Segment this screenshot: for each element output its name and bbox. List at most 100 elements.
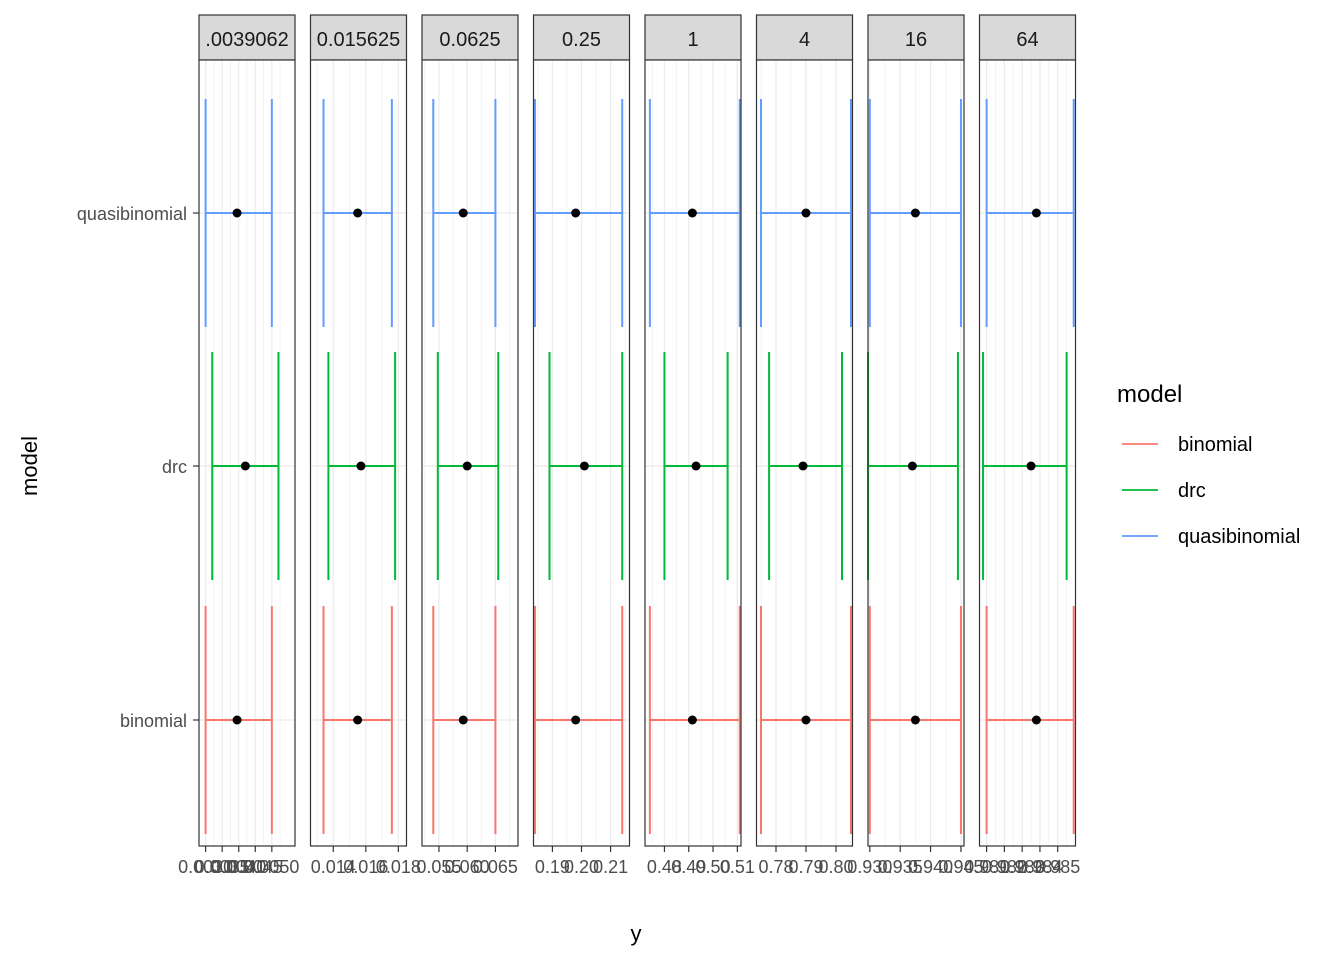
panel-background xyxy=(979,60,1076,846)
estimate-point xyxy=(801,715,811,725)
estimate-point xyxy=(798,461,808,471)
estimate-point xyxy=(907,461,917,471)
x-tick-label: 0.78 xyxy=(758,857,793,877)
x-tick-label: 0.0030 xyxy=(178,857,233,877)
panel-border xyxy=(644,59,742,847)
legend-entry-drc: drc xyxy=(1122,480,1206,502)
y-tick-label: drc xyxy=(162,457,187,477)
legend-label: drc xyxy=(1178,480,1206,502)
estimate-point xyxy=(1031,715,1041,725)
panel-border xyxy=(978,59,1077,847)
estimate-point xyxy=(571,715,581,725)
estimate-point xyxy=(687,208,697,218)
x-tick-label: 0.79 xyxy=(788,857,823,877)
y-axis: quasibinomial drc binomial xyxy=(77,204,199,731)
x-tick-label: 0.055 xyxy=(416,857,461,877)
x-tick-label: 0.018 xyxy=(376,857,421,877)
x-tick-label: 0.016 xyxy=(343,857,388,877)
x-tick-label: 0.50 xyxy=(696,857,731,877)
estimate-point xyxy=(579,461,589,471)
panel-border xyxy=(421,59,519,847)
x-tick-label: 0.940 xyxy=(908,857,953,877)
x-tick-label: 0.0045 xyxy=(228,857,283,877)
errorbar-binomial xyxy=(648,606,741,834)
x-tick-label: 0.930 xyxy=(847,857,892,877)
facet-strip xyxy=(421,14,519,61)
panel-background xyxy=(645,60,741,846)
facet-strip xyxy=(198,14,296,61)
errorbar-drc xyxy=(548,352,624,580)
x-tick-label: 0.945 xyxy=(938,857,983,877)
errorbar-drc xyxy=(663,352,729,580)
panel-background xyxy=(422,60,518,846)
x-tick-label: 0.0050 xyxy=(244,857,299,877)
facet-strip-label: 0.015625 xyxy=(317,29,400,51)
x-tick-label: 0.983 xyxy=(1000,857,1045,877)
x-tick-label: 0.0035 xyxy=(195,857,250,877)
x-tick-label: 0.065 xyxy=(473,857,518,877)
errorbar-drc xyxy=(768,352,843,580)
legend-title: model xyxy=(1117,381,1182,408)
panel-border xyxy=(867,59,965,847)
estimate-point xyxy=(910,208,920,218)
panel-background xyxy=(868,60,964,846)
x-tick-label: 0.20 xyxy=(564,857,599,877)
x-tick-label: 0.21 xyxy=(593,857,628,877)
facet-strip-label: .0039062 xyxy=(205,29,288,51)
facet-strip xyxy=(867,14,965,61)
errorbar-drc xyxy=(327,352,397,580)
legend: model binomial drc quasibinomial xyxy=(1117,381,1300,548)
errorbar-drc xyxy=(982,352,1068,580)
x-axis-title: y xyxy=(631,921,642,946)
errorbar-binomial xyxy=(322,606,393,834)
panel-border xyxy=(198,59,296,847)
x-tick-label: 0.014 xyxy=(311,857,356,877)
estimate-point xyxy=(353,715,363,725)
errorbar-binomial xyxy=(868,606,962,834)
x-tick-label: 0.80 xyxy=(818,857,853,877)
estimate-point xyxy=(458,715,468,725)
x-tick-label: 0.982 xyxy=(982,857,1027,877)
errorbar-binomial xyxy=(432,606,497,834)
panel-background xyxy=(756,60,853,846)
errorbar-quasibinomial xyxy=(760,99,852,327)
errorbar-quasibinomial xyxy=(533,99,624,327)
facet-strip-label: 0.25 xyxy=(562,29,601,51)
x-tick-label: 0.984 xyxy=(1017,857,1062,877)
estimate-point xyxy=(1026,461,1036,471)
estimate-point xyxy=(691,461,701,471)
estimate-point xyxy=(687,715,697,725)
errorbar-quasibinomial xyxy=(985,99,1075,327)
estimate-point xyxy=(910,715,920,725)
errorbar-binomial xyxy=(985,606,1075,834)
x-tick-label: 0.060 xyxy=(445,857,490,877)
x-tick-label: 0.985 xyxy=(1035,857,1080,877)
facet-panel: 1 0.480.490.500.51 xyxy=(644,14,755,877)
panel-border xyxy=(755,59,854,847)
estimate-point xyxy=(462,461,472,471)
x-tick-label: 0.0040 xyxy=(211,857,266,877)
facet-strip xyxy=(978,14,1077,61)
facet-strip-label: 16 xyxy=(905,29,927,51)
estimate-point xyxy=(232,208,242,218)
x-tick-label: 0.48 xyxy=(647,857,682,877)
estimate-point xyxy=(571,208,581,218)
facet-strip-label: 1 xyxy=(687,29,698,51)
facet-panel: 0.25 0.190.200.21 xyxy=(532,14,631,877)
errorbar-drc xyxy=(436,352,500,580)
panel-background xyxy=(310,60,407,846)
estimate-point xyxy=(353,208,363,218)
errorbar-quasibinomial xyxy=(204,99,273,327)
estimate-point xyxy=(232,715,242,725)
errorbar-quasibinomial xyxy=(868,99,962,327)
legend-entry-quasibinomial: quasibinomial xyxy=(1122,526,1300,548)
errorbar-binomial xyxy=(760,606,852,834)
x-tick-label: 0.19 xyxy=(535,857,570,877)
x-tick-label: 0.935 xyxy=(878,857,923,877)
x-tick-label: 0.981 xyxy=(964,857,1009,877)
